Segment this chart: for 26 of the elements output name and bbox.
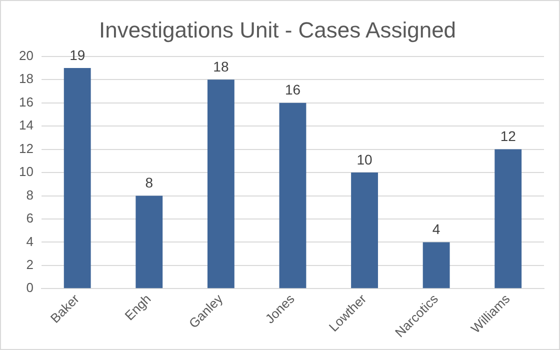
bar [64,68,91,288]
y-tick-label: 8 [26,187,34,202]
y-tick-label: 2 [26,257,34,272]
y-tick-label: 20 [18,48,34,63]
y-tick-label: 14 [18,118,34,133]
bar [351,172,378,288]
bar [207,80,234,288]
y-tick-label: 0 [26,280,34,296]
data-label: 19 [70,46,86,63]
bar [494,149,522,288]
y-tick-label: 10 [18,164,34,180]
data-label: 18 [213,58,229,74]
data-label: 10 [356,151,373,168]
y-tick-label: 6 [26,210,34,226]
y-tick-label: 16 [18,94,34,110]
data-label: 16 [284,82,301,98]
bar [279,102,306,288]
data-label: 8 [145,174,154,191]
y-tick-label: 18 [18,71,34,86]
data-label: 4 [432,221,440,238]
y-tick-label: 4 [26,234,34,249]
y-tick-label: 12 [18,140,34,156]
bar [136,196,163,288]
chart-title: Investigations Unit - Cases Assigned [98,17,456,42]
bar [422,242,450,288]
data-label: 12 [500,128,516,144]
